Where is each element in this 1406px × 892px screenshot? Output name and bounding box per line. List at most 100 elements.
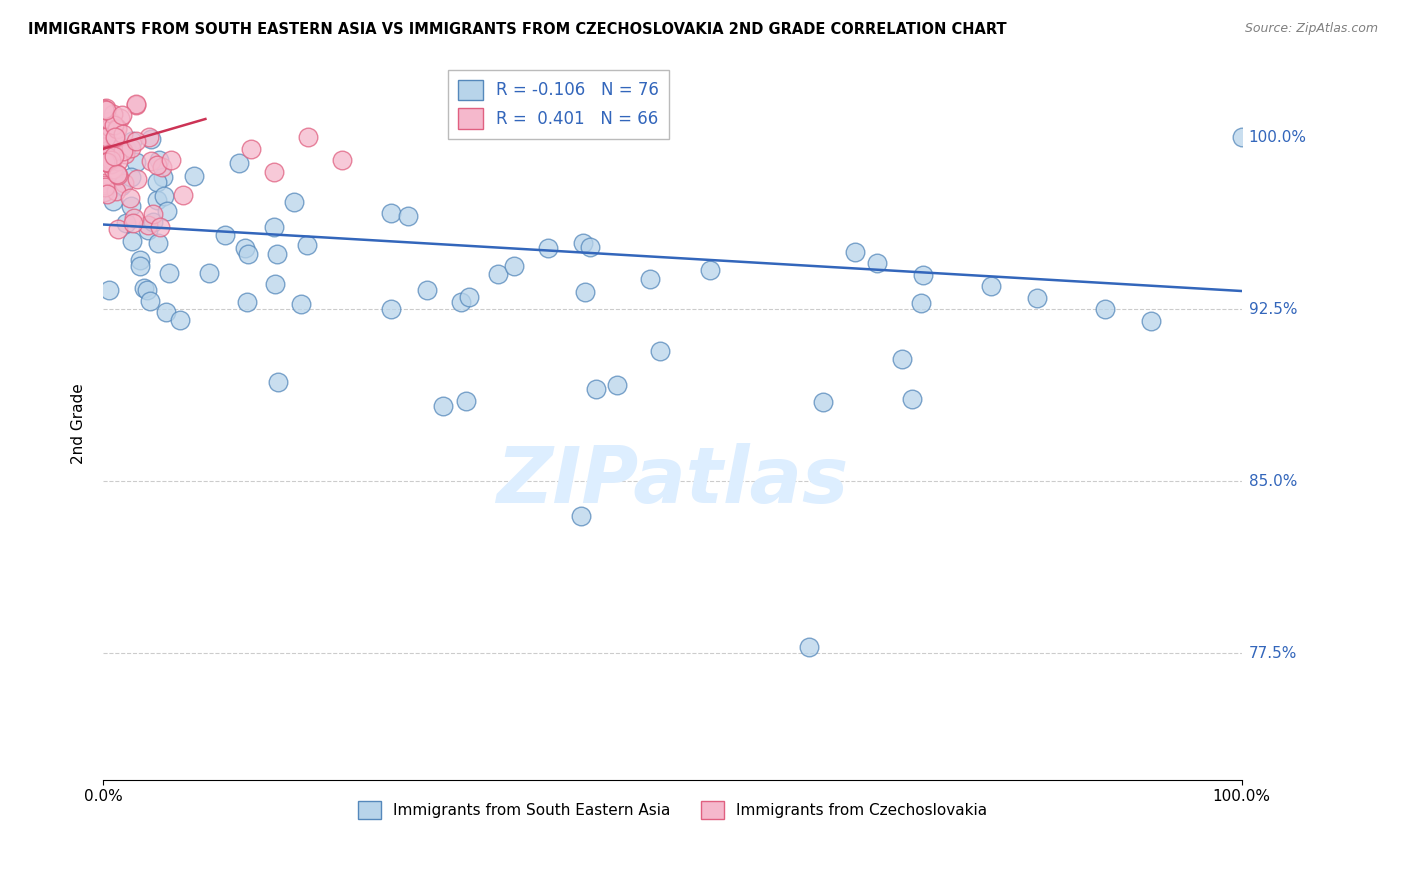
Point (236, 247, 259, 261)
Point (149, 219, 172, 234)
Point (146, 193, 169, 207)
Point (486, 268, 509, 282)
Point (121, 234, 143, 248)
Point (1094, 302, 1116, 317)
Text: 92.5%: 92.5% (1249, 301, 1298, 317)
Point (901, 392, 924, 406)
Point (432, 400, 454, 414)
Point (107, 153, 129, 168)
Point (105, 121, 128, 136)
Point (100, 157, 122, 171)
Point (606, 377, 628, 392)
Point (290, 296, 312, 310)
Text: 77.5%: 77.5% (1249, 646, 1296, 661)
Point (100, 156, 122, 170)
Point (107, 168, 129, 182)
Point (107, 222, 129, 236)
Point (396, 209, 419, 223)
Point (139, 154, 162, 169)
Point (96, 144, 118, 158)
Point (1025, 291, 1047, 305)
Point (120, 199, 142, 213)
Point (96, 153, 118, 168)
Point (138, 293, 160, 308)
Point (380, 301, 402, 316)
Point (263, 277, 285, 291)
Point (1230, 130, 1253, 145)
Point (98, 146, 121, 161)
Point (233, 241, 256, 255)
Point (125, 155, 148, 169)
Text: ZIPatlas: ZIPatlas (496, 443, 848, 519)
Point (114, 147, 136, 161)
Point (699, 262, 721, 277)
Point (93, 120, 115, 135)
Point (145, 158, 167, 172)
Point (104, 132, 127, 146)
Point (121, 135, 143, 149)
Point (100, 153, 122, 168)
Point (129, 259, 152, 273)
Text: 85.0%: 85.0% (1249, 474, 1296, 489)
Point (239, 142, 262, 156)
Point (146, 175, 169, 189)
Point (172, 187, 194, 202)
Point (110, 178, 132, 193)
Point (283, 195, 305, 210)
Point (98, 283, 121, 297)
Text: IMMIGRANTS FROM SOUTH EASTERN ASIA VS IMMIGRANTS FROM CZECHOSLOVAKIA 2ND GRADE C: IMMIGRANTS FROM SOUTH EASTERN ASIA VS IM… (28, 22, 1007, 37)
Point (574, 285, 596, 299)
Point (96, 154, 118, 169)
Point (228, 156, 250, 170)
Point (152, 169, 174, 184)
Point (214, 227, 236, 242)
Point (866, 256, 889, 270)
Point (104, 129, 127, 144)
Point (111, 127, 134, 141)
Point (456, 393, 478, 408)
Point (578, 240, 600, 254)
Point (125, 134, 148, 148)
Point (112, 176, 135, 190)
Point (416, 283, 439, 297)
Point (120, 169, 142, 184)
Point (155, 305, 177, 319)
Point (813, 395, 835, 409)
Point (295, 238, 318, 252)
Point (110, 107, 132, 121)
Point (148, 153, 170, 167)
Point (120, 141, 142, 155)
Point (105, 167, 128, 181)
Point (96, 130, 118, 145)
Point (91, 128, 114, 143)
Point (115, 216, 138, 230)
Point (458, 290, 481, 304)
Point (125, 98, 148, 112)
Point (97, 150, 120, 164)
Point (98, 114, 121, 128)
Point (156, 204, 179, 219)
Point (569, 508, 592, 523)
Point (122, 211, 145, 226)
Point (112, 144, 135, 158)
Point (138, 129, 160, 144)
Point (890, 352, 912, 367)
Point (236, 294, 259, 309)
Point (297, 130, 319, 145)
Point (571, 236, 593, 251)
Point (330, 153, 353, 168)
Point (141, 132, 163, 146)
Point (105, 122, 128, 136)
Point (114, 141, 136, 155)
Point (1139, 314, 1161, 328)
Point (911, 268, 934, 282)
Y-axis label: 2nd Grade: 2nd Grade (72, 384, 86, 465)
Point (157, 266, 180, 280)
Point (129, 253, 152, 268)
Point (94, 130, 117, 145)
Point (93, 178, 115, 193)
Point (183, 169, 205, 184)
Point (98, 120, 121, 134)
Point (638, 272, 661, 286)
Point (844, 245, 866, 260)
